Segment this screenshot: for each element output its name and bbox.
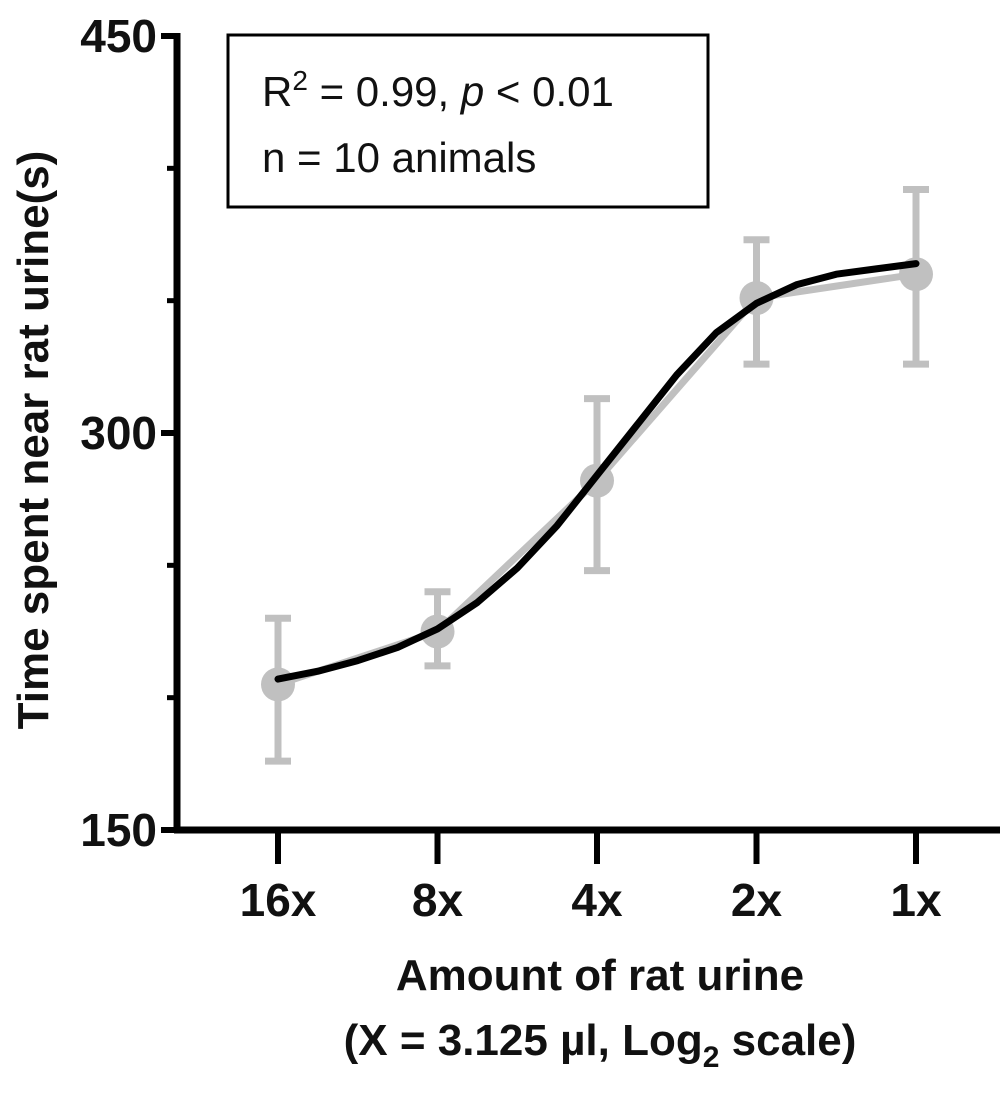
x-tick-label: 4x — [571, 874, 623, 926]
x-tick-label: 1x — [890, 874, 942, 926]
x-tick-label: 2x — [731, 874, 783, 926]
annotation-line1: R2 = 0.99, p < 0.01 — [262, 65, 614, 115]
annotation-r: R — [262, 68, 292, 115]
x-ticks — [275, 830, 919, 864]
y-tick-labels: 150 300 450 — [80, 10, 157, 856]
annotation-line2: n = 10 animals — [262, 134, 536, 181]
x-tick-labels: 16x 8x 4x 2x 1x — [240, 874, 942, 926]
y-tick-label: 150 — [80, 804, 157, 856]
x-tick-label: 16x — [240, 874, 317, 926]
y-axis-title: Time spent near rat urine(s) — [9, 151, 58, 730]
x-axis-title-line1: Amount of rat urine — [396, 951, 804, 1000]
annotation-r-sup: 2 — [292, 65, 308, 96]
annotation-p-rest: < 0.01 — [484, 68, 614, 115]
fit-curve — [274, 260, 920, 683]
x-tick-label: 8x — [412, 874, 464, 926]
x-axis-title-line2: (X = 3.125 µl, Log2 scale) — [344, 1016, 857, 1074]
annotation-p: p — [459, 68, 484, 115]
annotation-r-rest: = 0.99, — [308, 68, 461, 115]
y-tick-label: 300 — [80, 407, 157, 459]
data-point — [261, 667, 295, 702]
x-axis-title-line2-sub: 2 — [703, 1041, 720, 1074]
x-axis-title-line2-post: scale) — [719, 1016, 856, 1065]
annotation-box — [226, 33, 710, 209]
y-tick-label: 450 — [80, 10, 157, 62]
x-axis-title-line2-pre: (X = 3.125 µl, Log — [344, 1016, 703, 1065]
data-layer — [261, 186, 933, 765]
